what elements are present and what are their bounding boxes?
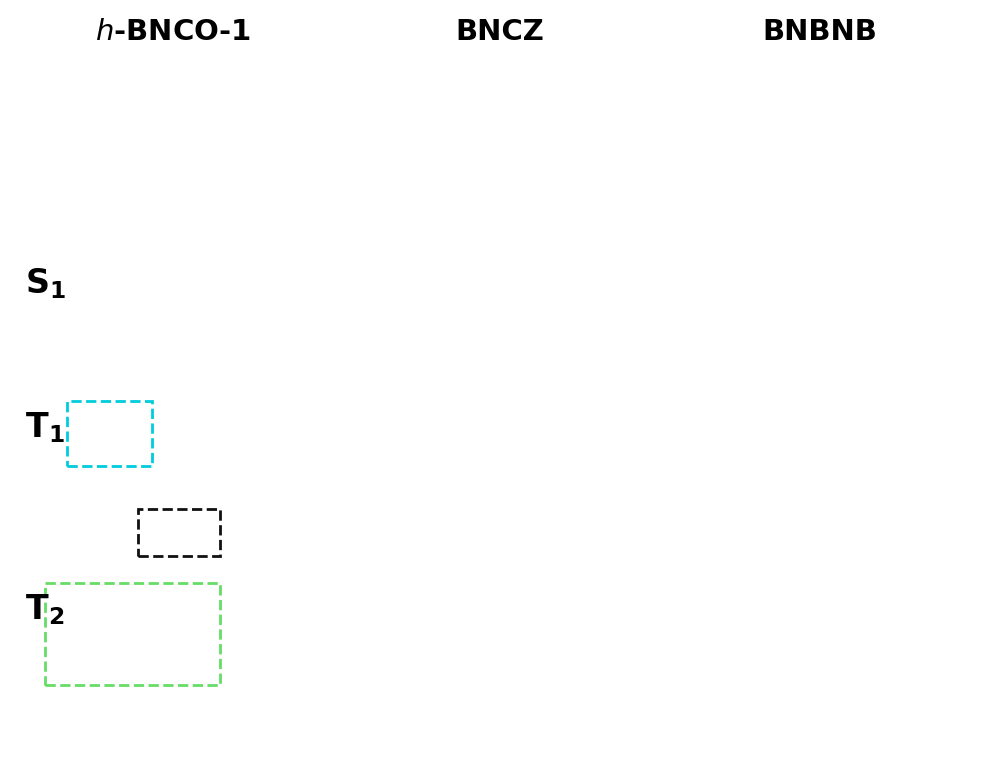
Bar	[138, 509, 220, 556]
Text: $\mathbf{S_1}$: $\mathbf{S_1}$	[25, 266, 66, 301]
Bar	[45, 583, 220, 685]
Text: $\mathit{h}$-BNCO-1: $\mathit{h}$-BNCO-1	[95, 18, 251, 45]
Bar	[67, 401, 152, 466]
Text: BNCZ: BNCZ	[456, 18, 544, 45]
Text: $\mathbf{T_2}$: $\mathbf{T_2}$	[25, 592, 64, 627]
Text: $\mathbf{T_1}$: $\mathbf{T_1}$	[25, 410, 65, 445]
Text: BNBNB: BNBNB	[763, 18, 877, 45]
